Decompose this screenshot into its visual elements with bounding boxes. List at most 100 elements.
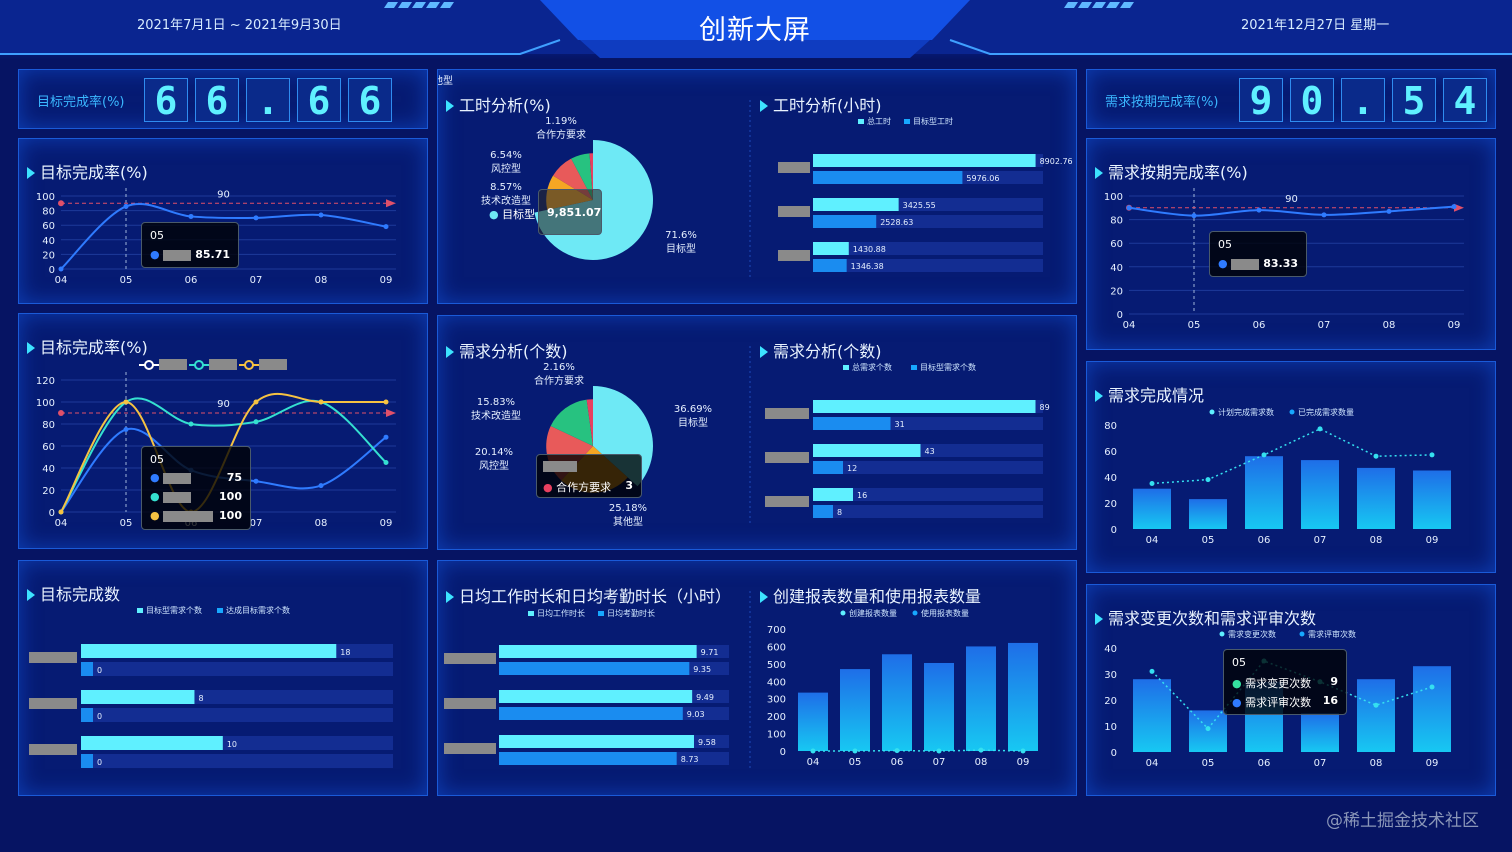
bar (813, 154, 1036, 167)
tooltip-label: 需求评审次数 (1245, 696, 1312, 709)
bar (499, 707, 683, 720)
bar-track (81, 708, 393, 722)
bar (499, 662, 690, 675)
chart-tooltip: ● 合作方要求 3 (536, 454, 642, 498)
bar (966, 646, 996, 751)
x-tick-label: 04 (807, 757, 820, 768)
y-tick-label: 60 (42, 442, 55, 453)
y-tick-label: 20 (42, 250, 55, 261)
data-label: 1430.88 (853, 245, 886, 254)
legend-label: 达成目标需求个数 (226, 605, 290, 615)
category-label-masked (765, 408, 809, 419)
panel-demand: 需求分析(个数) 需求分析(个数) 36.69% 目标型 25.18% 其他型 20.1… (437, 315, 1077, 550)
masked-label (163, 472, 192, 484)
chart-demand-ontime: 0 20 40 60 80 100 04 05 06 07 08 09 90 (1104, 188, 1464, 331)
panel-demand-ontime: 需求按期完成率(%) 0 20 40 60 80 100 04 05 06 07 08 09 90 05… (1086, 138, 1496, 350)
slice-percent: 36.69% (674, 404, 712, 415)
y-tick-label: 0 (1117, 310, 1123, 321)
bar (1133, 488, 1171, 529)
panel-daily-reports: 日均工作时长和日均考勤时长（小时） 创建报表数量和使用报表数量 日均工作时长 日均… (437, 560, 1077, 796)
data-label: 89 (1040, 403, 1050, 412)
header-frame (0, 0, 1512, 58)
tooltip-row: ● 85.71 (150, 248, 230, 261)
slice-percent: 15.83% (477, 397, 515, 408)
bar (1357, 679, 1395, 752)
pie-slice (550, 399, 593, 446)
legend-marker (1289, 409, 1295, 415)
slice-label: 风控型 (479, 459, 509, 472)
y-tick-label: 100 (36, 398, 55, 409)
category-label-masked (778, 162, 810, 173)
bar (1133, 679, 1171, 752)
slice-label: 目标型 (666, 242, 696, 255)
data-label: 16 (857, 491, 867, 500)
tooltip-header: 05 (150, 229, 164, 242)
bar (1008, 642, 1038, 751)
x-tick-label: 08 (315, 275, 328, 286)
data-point (1126, 205, 1132, 211)
legend-marker (1209, 409, 1215, 415)
data-label: 2528.63 (880, 218, 913, 227)
tooltip-label: 合作方要求 (556, 481, 612, 494)
legend-label: 总工时 (867, 116, 891, 126)
bar (813, 488, 853, 501)
y-tick-label: 60 (1104, 447, 1117, 458)
markline-label: 90 (217, 399, 230, 410)
bar (1189, 710, 1227, 752)
x-tick-label: 05 (120, 518, 133, 529)
data-point (383, 399, 389, 405)
masked-label (543, 460, 577, 472)
tooltip-header (543, 459, 577, 472)
tooltip-value: 9 (1330, 675, 1338, 688)
kpi-panel-demand-ontime: 需求按期完成率(%) 9 0 . 5 4 (1086, 69, 1496, 129)
data-label: 31 (895, 420, 905, 429)
kpi-digit: 4 (1443, 78, 1487, 123)
bar-track (813, 505, 1043, 518)
x-tick-label: 09 (1426, 758, 1439, 769)
x-tick-label: 07 (250, 275, 263, 286)
y-tick-label: 0 (49, 508, 55, 519)
bar (1301, 460, 1339, 529)
data-label: 10 (227, 740, 237, 749)
chart-tooltip: ● 目标型 9,851.07 (489, 189, 602, 235)
data-label: 0 (97, 758, 102, 767)
data-point (978, 747, 984, 753)
x-tick-label: 07 (1318, 320, 1331, 331)
data-point (1191, 213, 1197, 219)
data-point (253, 215, 259, 221)
y-tick-label: 80 (1104, 421, 1117, 432)
kpi-label: 需求按期完成率(%) (1105, 95, 1219, 110)
x-tick-label: 07 (250, 518, 263, 529)
tooltip-row: ● 合作方要求 3 (543, 479, 633, 494)
tooltip-label: 目标型 (502, 208, 536, 221)
kpi-digit: 9 (1239, 78, 1283, 123)
masked-label (163, 491, 192, 503)
data-label: 0 (97, 666, 102, 675)
y-tick-label: 500 (767, 660, 786, 671)
legend-swatch (217, 608, 223, 613)
markline-arrow (1454, 203, 1464, 212)
bar-track (813, 488, 1043, 501)
bar (81, 644, 337, 658)
data-point (1205, 477, 1211, 483)
pie-slice (586, 399, 593, 446)
legend-label: 使用报表数量 (921, 608, 969, 618)
legend-label-masked (209, 359, 237, 370)
series-line (813, 749, 1024, 752)
tooltip-header: 05 (1218, 238, 1232, 251)
slice-percent: 6.54% (490, 150, 522, 161)
x-tick-label: 08 (975, 757, 988, 768)
data-point (253, 399, 259, 405)
markline-label: 90 (1285, 194, 1298, 205)
y-tick-label: 700 (767, 625, 786, 636)
panel-title: 需求按期完成率(%) (1095, 159, 1248, 183)
category-label-masked (765, 496, 809, 507)
slice-percent: 8.57% (490, 182, 522, 193)
panel-demand-completion: 需求完成情况 0 20 40 60 80 04 05 06 07 08 09 计划完成需求数 已完成需求… (1086, 361, 1496, 573)
data-label: 1346.38 (851, 262, 884, 271)
bar-track (813, 461, 1043, 474)
masked-label (163, 510, 214, 522)
panel-title: 目标完成率(%) (27, 334, 148, 358)
y-tick-label: 40 (1110, 263, 1123, 274)
legend-label: 计划完成需求数 (1218, 407, 1274, 417)
